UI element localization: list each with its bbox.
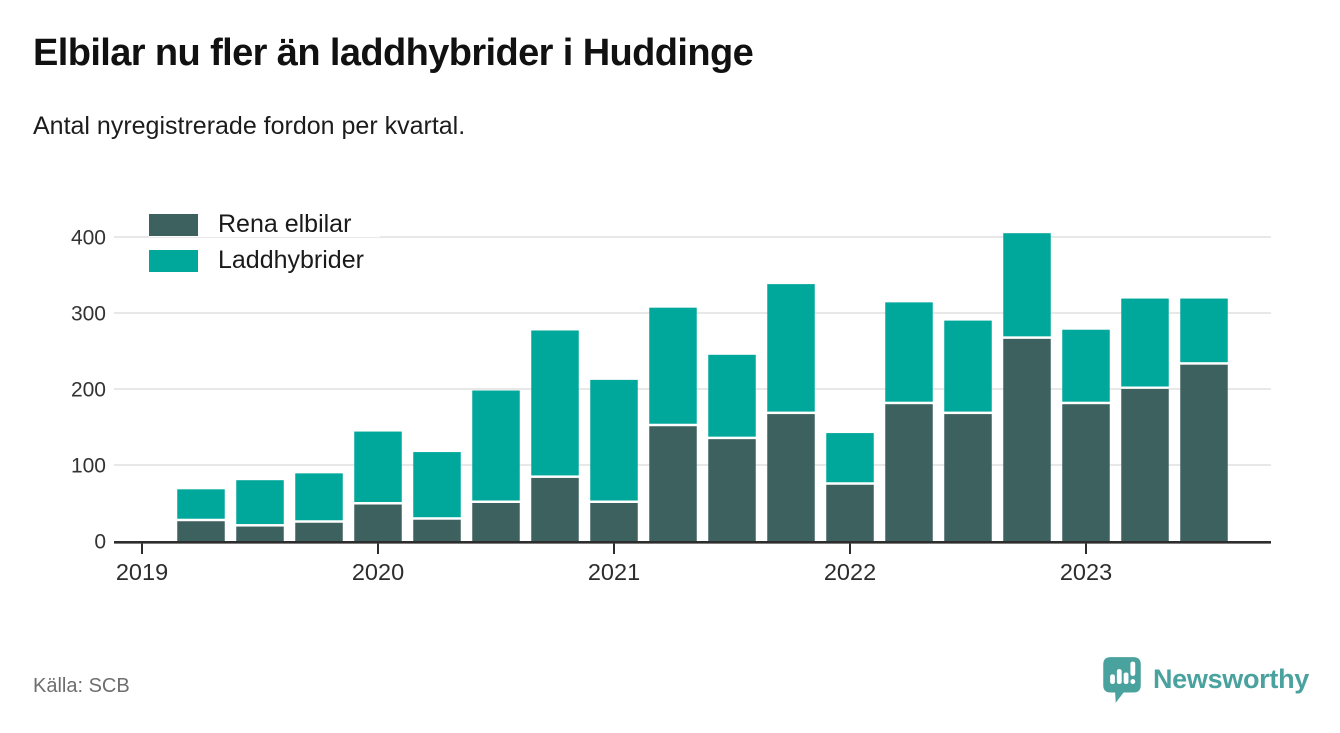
chart-subtitle: Antal nyregistrerade fordon per kvartal. <box>33 112 466 140</box>
bar-segment-rena-elbilar <box>413 519 461 541</box>
bar-segment-rena-elbilar <box>826 484 874 541</box>
bar-segment-rena-elbilar <box>590 503 638 541</box>
x-axis-tick-label: 2022 <box>824 559 876 585</box>
bar-segment-laddhybrider <box>177 489 225 519</box>
bar-segment-rena-elbilar <box>531 477 579 541</box>
legend-swatch-rena-elbilar <box>149 213 198 236</box>
bar-segment-laddhybrider <box>236 480 284 525</box>
y-axis-tick-label: 0 <box>94 531 106 554</box>
bar-segment-rena-elbilar <box>354 504 402 541</box>
bar-segment-laddhybrider <box>413 452 461 518</box>
y-axis-tick-label: 300 <box>71 303 106 326</box>
bar-segment-laddhybrider <box>354 431 402 503</box>
y-axis-tick-label: 100 <box>71 455 106 478</box>
bar-segment-laddhybrider <box>472 390 520 501</box>
bar-segment-rena-elbilar <box>649 426 697 541</box>
bar-segment-laddhybrider <box>826 433 874 483</box>
bar-segment-rena-elbilar <box>767 414 815 541</box>
source-label: Källa: SCB <box>33 675 130 697</box>
x-axis-tick-label: 2020 <box>352 559 404 585</box>
chart-legend: Rena elbilar Laddhybrider <box>149 212 380 273</box>
legend-label-rena-elbilar: Rena elbilar <box>218 210 352 238</box>
chart-title: Elbilar nu fler än laddhybrider i Huddin… <box>33 32 754 74</box>
bar-segment-rena-elbilar <box>1003 338 1051 541</box>
y-axis-tick-label: 400 <box>71 227 106 250</box>
bar-segment-laddhybrider <box>944 320 992 412</box>
bar-segment-rena-elbilar <box>236 526 284 541</box>
legend-item-rena-elbilar: Rena elbilar <box>149 212 380 237</box>
newsworthy-speech-bubble-chart-icon <box>1103 657 1141 703</box>
bar-segment-rena-elbilar <box>1062 404 1110 541</box>
bar-segment-laddhybrider <box>1121 298 1169 387</box>
bar-segment-laddhybrider <box>531 330 579 476</box>
bar-segment-laddhybrider <box>767 284 815 412</box>
bar-segment-laddhybrider <box>590 379 638 501</box>
y-axis-tick-label: 200 <box>71 379 106 402</box>
bar-segment-laddhybrider <box>1180 298 1228 363</box>
legend-swatch-laddhybrider <box>149 249 198 272</box>
bar-segment-rena-elbilar <box>1121 389 1169 541</box>
bar-segment-rena-elbilar <box>885 404 933 541</box>
x-axis-tick-label: 2023 <box>1060 559 1112 585</box>
bar-segment-rena-elbilar <box>1180 364 1228 541</box>
bar-segment-laddhybrider <box>649 307 697 424</box>
bar-segment-laddhybrider <box>295 473 343 521</box>
bar-segment-laddhybrider <box>1062 329 1110 402</box>
bar-segment-laddhybrider <box>885 302 933 402</box>
bar-segment-rena-elbilar <box>944 414 992 541</box>
legend-item-laddhybrider: Laddhybrider <box>149 248 380 273</box>
newsworthy-logo-text: Newsworthy <box>1152 664 1309 694</box>
bar-segment-rena-elbilar <box>295 522 343 541</box>
x-axis-tick-label: 2019 <box>116 559 168 585</box>
legend-label-laddhybrider: Laddhybrider <box>218 246 364 274</box>
bar-segment-rena-elbilar <box>708 439 756 541</box>
bar-segment-laddhybrider <box>708 354 756 437</box>
bar-segment-rena-elbilar <box>177 521 225 541</box>
newsworthy-logo: Newsworthy <box>1101 655 1309 705</box>
x-axis-tick-label: 2021 <box>588 559 640 585</box>
bar-segment-laddhybrider <box>1003 233 1051 337</box>
bar-segment-rena-elbilar <box>472 503 520 541</box>
